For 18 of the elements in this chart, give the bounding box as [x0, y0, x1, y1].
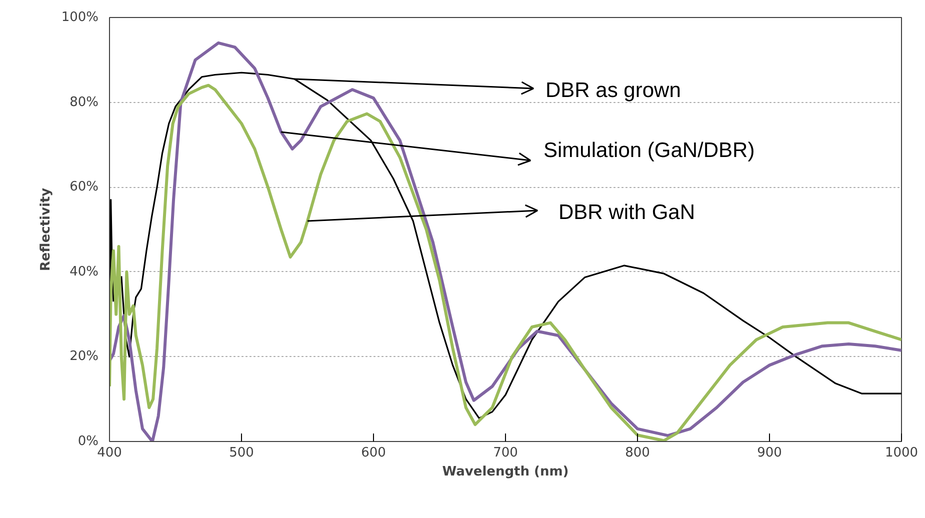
y-tick-label: 80% — [70, 94, 99, 110]
x-axis-title: Wavelength (nm) — [442, 464, 569, 480]
y-axis-title: Reflectivity — [38, 187, 54, 272]
y-tick-label: 20% — [70, 349, 99, 364]
annotation: DBR with GaN — [558, 201, 696, 224]
y-tick-label: 40% — [70, 264, 99, 280]
x-tick-label: 600 — [361, 446, 386, 460]
y-tick-label: 0% — [78, 434, 98, 449]
annotation: Simulation (GaN/DBR) — [544, 139, 755, 162]
y-tick-label: 60% — [70, 180, 99, 195]
x-tick-label: 1000 — [884, 446, 918, 460]
x-tick-label: 500 — [229, 446, 254, 460]
x-tick-label: 900 — [757, 446, 782, 460]
x-tick-label: 400 — [97, 446, 122, 460]
annotation: DBR as grown — [546, 79, 681, 102]
x-tick-label: 700 — [493, 446, 518, 460]
y-tick-label: 100% — [61, 10, 99, 25]
x-tick-label: 800 — [625, 446, 650, 460]
